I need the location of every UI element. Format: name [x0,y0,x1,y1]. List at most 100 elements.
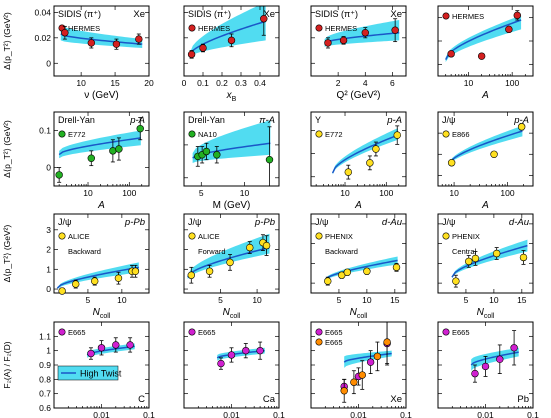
plot-frame [310,111,407,187]
plot-frame [53,5,150,77]
x-axis-label: Ncoll [350,307,368,320]
x-tick-label: 20 [144,78,154,88]
data-point [513,11,521,20]
uncertainty-band [332,128,398,175]
legend-marker [188,24,196,32]
y-tick-label: 0.6 [39,403,51,413]
data-point [383,338,391,346]
data-point [87,154,95,162]
fit-curve [470,351,519,366]
x-axis-label: Ncoll [477,307,495,320]
fit-curve [445,19,522,61]
panel-p9: 5 10 0 1 2 3 Ncoll Δ⟨p_T²⟩ (GeV²) J/ψ p-Pb ALICE Ba… [2,213,150,320]
x-tick-label: 0.3 [235,78,247,88]
fit-curve [86,345,135,356]
y-tick-label: 0.1 [39,126,51,136]
data-point [265,155,274,164]
panel-p15: 0.010.1xBXeE665E665 [310,321,412,418]
process-label: SIDIS (π⁺) [188,9,231,19]
nucleus-label: Xe [263,9,275,20]
data-point [260,15,268,23]
data-point [391,26,399,34]
process-label: SIDIS (π⁺) [315,9,358,19]
x-tick-label: 10 [449,188,459,198]
nucleus-label: Pb [517,394,529,405]
nucleus-label: Xe [133,9,145,20]
y-tick-label: 0 [46,163,51,173]
legend-label: ALICE [198,232,220,241]
data-point [393,131,401,139]
fit-curve [187,246,270,278]
fit-curve [343,352,392,363]
x-tick-label: 10 [117,295,127,305]
x-tick-label: 0.01 [93,410,110,418]
data-point [477,52,486,60]
data-point [135,35,143,43]
data-point [246,243,254,252]
data-point [55,171,63,179]
data-point [447,50,455,58]
x-tick-label: 15 [110,78,120,88]
data-point [187,50,196,59]
panel-p11: 5 10 15 Ncoll J/ψ d-Au PHENIX Backward [310,213,407,320]
x-axis-label: Ncoll [223,307,241,320]
plot-frame [53,111,150,187]
panel-caption: Backward [325,247,358,256]
process-label: J/ψ [58,217,71,227]
legend-label: E772 [68,130,86,139]
nucleus-label: d-Au [382,217,403,228]
x-tick-label: 0.1 [527,410,539,418]
data-point [358,371,366,379]
y-tick-label: 0.8 [39,374,51,384]
data-point [262,241,271,250]
high-twist-legend-swatch [57,365,119,381]
nucleus-label: Xe [390,9,402,20]
fit-curve [324,259,398,281]
data-point [112,341,120,349]
x-tick-label: 100 [122,188,136,198]
x-axis-label: Q² (GeV²) [337,90,381,101]
panel-p3: 2 4 6 Q² (GeV²) SIDIS (π⁺) Xe HERMES [310,5,407,101]
data-point [350,378,358,386]
fit-curve [58,137,141,156]
y-tick-label: 3 [46,225,51,235]
panel-caption: Central [452,247,477,256]
x-tick-label: 10 [83,188,93,198]
y-tick-label: 0.02 [34,33,51,43]
data-point [324,277,332,285]
x-axis-label: A [481,90,489,101]
y-tick-label: 1 [46,346,51,356]
data-point [187,271,196,279]
y-axis-label: Δ⟨p_T²⟩ (GeV²) [2,120,12,178]
x-axis-label: A [97,200,105,211]
y-tick-label: 0.9 [39,360,51,370]
legend-marker [315,130,323,138]
legend-label: HERMES [452,12,484,21]
y-axis-label: F₂(A) / F₂(D) [2,341,12,388]
process-label: J/ψ [188,217,201,227]
process-label: J/ψ [315,217,328,227]
legend-marker [315,24,323,32]
process-label: SIDIS (π⁺) [58,9,101,19]
x-tick-label: 5 [86,295,91,305]
legend-label: E665 [452,328,470,337]
y-tick-label: 2 [46,245,51,255]
y-tick-label: 1 [46,264,51,274]
process-label: Drell-Yan [188,115,225,125]
process-label: J/ψ [442,217,455,227]
legend-marker [315,232,323,240]
legend-label: HERMES [68,24,100,33]
data-point [344,168,352,176]
fit-curve [56,266,139,289]
x-tick-label: 10 [362,295,372,305]
data-point [372,145,380,153]
x-tick-label: 5 [464,295,469,305]
panel-p2: 0 0.1 0.2 0.3 0.4 xB SIDIS (π⁺) Xe HERMES [182,5,280,103]
panel-p8: 10 100 A J/ψ p-A E866 [437,111,534,211]
fit-curve [448,130,523,166]
legend-marker [188,130,196,138]
nucleus-label: p-Pb [254,217,275,228]
panel-caption: Forward [198,247,226,256]
fit-curve [331,134,399,174]
legend-marker [315,338,323,346]
